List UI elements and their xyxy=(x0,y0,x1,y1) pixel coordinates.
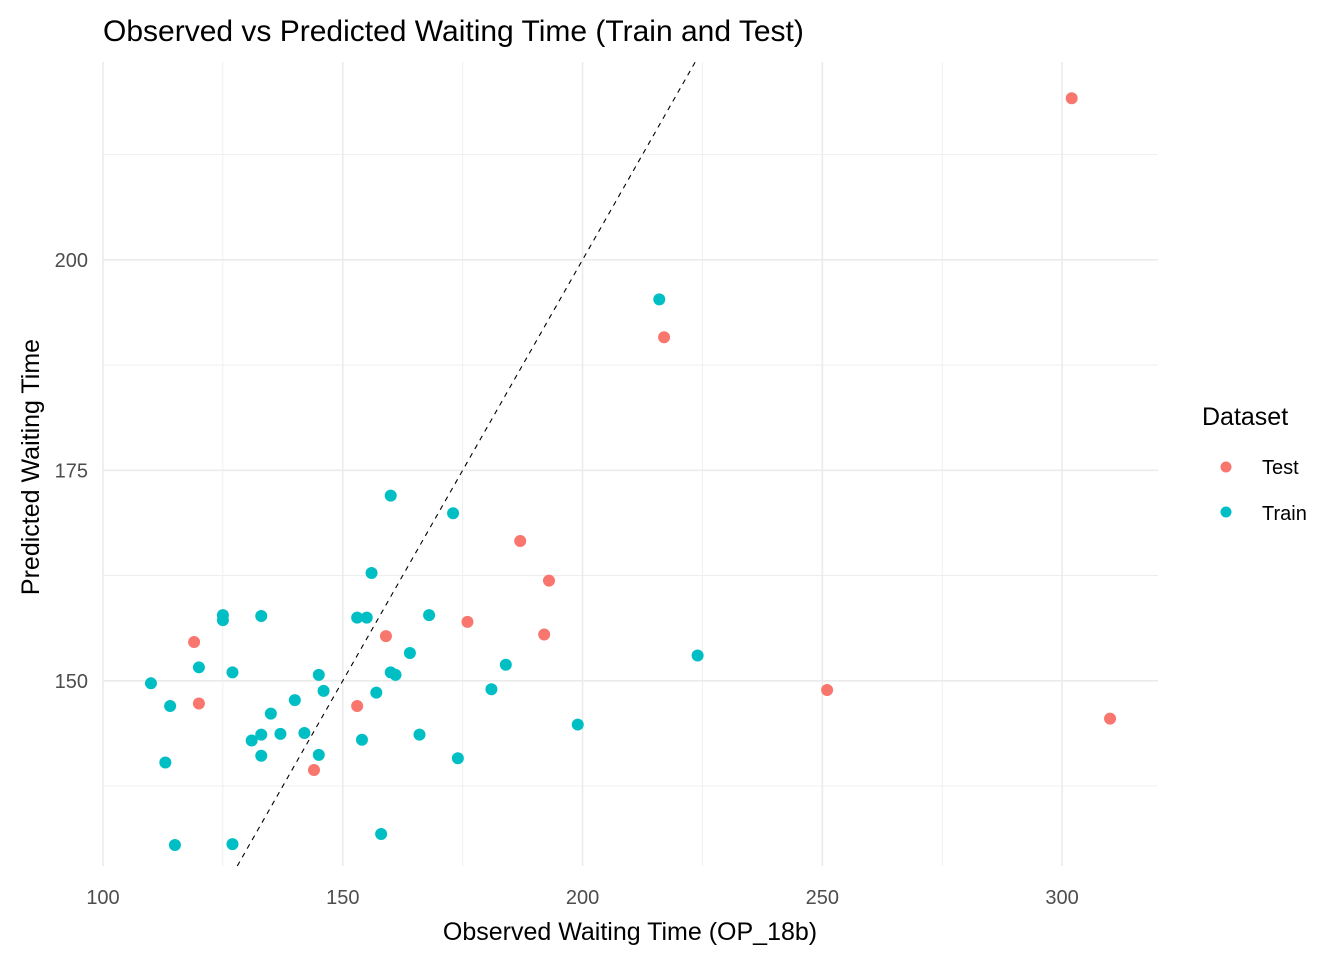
point-train xyxy=(144,677,157,690)
point-train xyxy=(691,649,704,662)
point-train xyxy=(413,728,426,741)
point-train xyxy=(370,686,383,699)
legend-item-test: Test xyxy=(1220,457,1299,479)
point-train xyxy=(447,507,460,520)
data-points xyxy=(144,92,1117,851)
point-train xyxy=(423,609,436,622)
grid-lines xyxy=(102,62,1158,866)
point-train xyxy=(403,647,416,660)
legend-item-train: Train xyxy=(1220,503,1307,525)
point-train xyxy=(168,838,181,851)
point-test xyxy=(461,615,474,628)
point-train xyxy=(384,489,397,502)
legend: Dataset Test Train xyxy=(1202,403,1307,525)
point-train xyxy=(164,700,177,713)
point-test xyxy=(514,535,527,548)
y-axis-title: Predicted Waiting Time xyxy=(17,339,45,595)
point-train xyxy=(351,611,364,624)
point-test xyxy=(658,331,671,344)
point-test xyxy=(538,628,551,641)
point-train xyxy=(451,752,464,765)
x-tick-label: 200 xyxy=(566,887,599,909)
series-test xyxy=(188,92,1117,777)
point-test xyxy=(351,700,364,713)
point-test xyxy=(542,574,555,587)
point-train xyxy=(245,734,258,747)
x-tick-label: 150 xyxy=(326,887,359,909)
point-train xyxy=(255,728,268,741)
x-tick-label: 300 xyxy=(1045,887,1078,909)
y-tick-label: 150 xyxy=(55,671,88,693)
point-train xyxy=(298,726,311,739)
legend-label-test: Test xyxy=(1262,457,1299,479)
point-train xyxy=(653,293,666,306)
point-test xyxy=(188,636,201,649)
x-tick-label: 250 xyxy=(806,887,839,909)
point-train xyxy=(485,683,498,696)
x-axis-ticks: 100 150 200 250 300 xyxy=(86,887,1078,909)
legend-label-train: Train xyxy=(1262,503,1307,525)
legend-title: Dataset xyxy=(1202,403,1288,431)
point-train xyxy=(499,658,512,671)
point-test xyxy=(1104,712,1117,725)
point-train xyxy=(365,567,378,580)
point-train xyxy=(255,609,268,622)
point-train xyxy=(312,748,325,761)
point-test xyxy=(308,764,320,777)
point-train xyxy=(360,611,373,624)
point-train xyxy=(226,838,239,851)
legend-marker-train xyxy=(1220,506,1232,518)
point-test xyxy=(379,630,392,643)
point-train xyxy=(226,666,239,679)
point-train xyxy=(317,684,330,697)
point-train xyxy=(159,756,172,769)
point-train xyxy=(571,718,584,731)
point-test xyxy=(1065,92,1078,105)
series-train xyxy=(144,293,704,851)
y-axis-ticks: 150 175 200 xyxy=(55,250,88,693)
point-train xyxy=(264,707,277,720)
x-tick-label: 100 xyxy=(86,887,119,909)
point-train xyxy=(375,828,388,841)
point-train xyxy=(355,733,368,746)
chart-title: Observed vs Predicted Waiting Time (Trai… xyxy=(103,15,804,48)
legend-marker-test xyxy=(1220,461,1232,473)
point-train xyxy=(216,614,229,627)
point-train xyxy=(389,668,402,681)
x-axis-title: Observed Waiting Time (OP_18b) xyxy=(443,918,817,946)
y-tick-label: 200 xyxy=(55,250,88,272)
point-train xyxy=(312,668,325,681)
identity-reference-line xyxy=(236,61,696,867)
point-test xyxy=(821,684,834,697)
point-train xyxy=(288,694,301,707)
point-train xyxy=(192,661,205,674)
point-train xyxy=(274,727,287,740)
reference-line xyxy=(236,61,696,867)
y-tick-label: 175 xyxy=(55,460,88,482)
point-test xyxy=(192,697,205,710)
point-train xyxy=(255,749,268,762)
